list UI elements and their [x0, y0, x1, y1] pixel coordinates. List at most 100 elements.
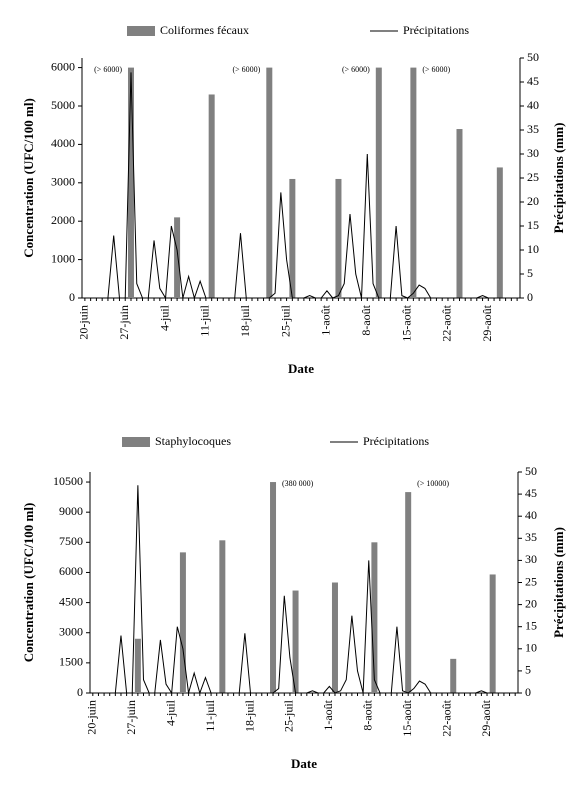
y-tick-label: 1500: [59, 655, 83, 669]
bar: [410, 67, 417, 298]
x-tick-label: 15-août: [399, 304, 413, 341]
bar-annotation: (> 6000): [342, 65, 370, 74]
bar: [456, 129, 463, 298]
legend-label: Coliformes fécaux: [160, 23, 249, 37]
y2-tick-label: 50: [527, 50, 539, 64]
x-tick-label: 8-août: [361, 699, 375, 730]
legend-label: Précipitations: [403, 23, 469, 37]
bar: [405, 492, 412, 693]
bar: [335, 178, 342, 298]
bar: [331, 582, 338, 693]
x-tick-label: 8-août: [359, 304, 373, 335]
precipitation-line: [84, 72, 518, 300]
y2-tick-label: 5: [525, 663, 531, 677]
y2-tick-label: 20: [525, 596, 537, 610]
bar: [489, 574, 496, 693]
y2-tick-label: 0: [527, 290, 533, 304]
y2-tick-label: 30: [527, 146, 539, 160]
bar: [270, 482, 277, 693]
bar: [219, 540, 226, 693]
y-tick-label: 0: [69, 290, 75, 304]
y2-tick-label: 0: [525, 685, 531, 699]
y2-tick-label: 45: [527, 74, 539, 88]
x-tick-label: 15-août: [400, 699, 414, 736]
x-tick-label: 29-août: [480, 304, 494, 341]
x-axis-label: Date: [291, 756, 317, 771]
y-tick-label: 0: [77, 685, 83, 699]
x-tick-label: 27-juin: [117, 305, 131, 340]
y-axis-label: Concentration (UFC/100 ml): [21, 98, 36, 258]
y2-tick-label: 50: [525, 464, 537, 478]
bar: [375, 67, 382, 298]
y-tick-label: 4000: [51, 136, 75, 150]
y2-tick-label: 35: [527, 122, 539, 136]
bar: [174, 217, 181, 298]
x-tick-label: 18-juil: [242, 699, 256, 732]
bar: [371, 542, 378, 693]
y-axis-label: Concentration (UFC/100 ml): [21, 503, 36, 663]
x-tick-label: 25-juil: [278, 304, 292, 337]
x-tick-label: 22-août: [440, 304, 454, 341]
x-tick-label: 4-juil: [157, 304, 171, 331]
bar: [496, 167, 503, 298]
y2-tick-label: 15: [525, 618, 537, 632]
x-tick-label: 18-juil: [238, 304, 252, 337]
y2-tick-label: 30: [525, 552, 537, 566]
y-tick-label: 7500: [59, 534, 83, 548]
y-tick-label: 3000: [51, 175, 75, 189]
y2-tick-label: 10: [525, 641, 537, 655]
x-tick-label: 20-juin: [77, 305, 91, 340]
y-tick-label: 5000: [51, 98, 75, 112]
y-tick-label: 6000: [59, 564, 83, 578]
bar: [266, 67, 273, 298]
y-tick-label: 6000: [51, 59, 75, 73]
y2-tick-label: 35: [525, 530, 537, 544]
x-tick-label: 29-août: [479, 699, 493, 736]
y-tick-label: 3000: [59, 624, 83, 638]
x-tick-label: 22-août: [439, 699, 453, 736]
x-tick-label: 25-juil: [282, 699, 296, 732]
bar: [208, 94, 215, 298]
y2-axis-label: Précipitations (mm): [551, 123, 566, 234]
legend-label: Précipitations: [363, 434, 429, 448]
legend-swatch: [127, 26, 155, 36]
bar: [450, 658, 457, 693]
x-tick-label: 27-juin: [124, 700, 138, 735]
x-tick-label: 1-août: [321, 699, 335, 730]
bar-annotation: (> 10000): [417, 479, 449, 488]
x-tick-label: 11-juil: [198, 304, 212, 336]
y2-tick-label: 20: [527, 194, 539, 208]
bar: [134, 638, 141, 693]
bar-annotation: (> 6000): [232, 65, 260, 74]
bar-annotation: (380 000): [282, 479, 314, 488]
y2-tick-label: 5: [527, 266, 533, 280]
bar-annotation: (> 6000): [422, 65, 450, 74]
x-tick-label: 11-juil: [203, 699, 217, 731]
bar: [292, 590, 299, 693]
y2-axis-label: Précipitations (mm): [551, 527, 566, 638]
bar-annotation: (> 6000): [94, 65, 122, 74]
y-tick-label: 2000: [51, 213, 75, 227]
y2-tick-label: 25: [527, 170, 539, 184]
legend-label: Staphylocoques: [155, 434, 231, 448]
y2-tick-label: 25: [525, 574, 537, 588]
bar: [289, 178, 296, 298]
y2-tick-label: 40: [525, 508, 537, 522]
y-tick-label: 10500: [53, 474, 83, 488]
y2-tick-label: 10: [527, 242, 539, 256]
y-tick-label: 1000: [51, 251, 75, 265]
precipitation-line: [92, 485, 516, 695]
legend-swatch: [122, 437, 150, 447]
y2-tick-label: 40: [527, 98, 539, 112]
bar: [127, 67, 134, 298]
bar: [179, 552, 186, 693]
y-tick-label: 4500: [59, 594, 83, 608]
y2-tick-label: 15: [527, 218, 539, 232]
x-tick-label: 4-juil: [163, 699, 177, 726]
x-axis-label: Date: [288, 361, 314, 376]
y-tick-label: 9000: [59, 504, 83, 518]
y2-tick-label: 45: [525, 486, 537, 500]
x-tick-label: 20-juin: [85, 700, 99, 735]
x-tick-label: 1-août: [319, 304, 333, 335]
